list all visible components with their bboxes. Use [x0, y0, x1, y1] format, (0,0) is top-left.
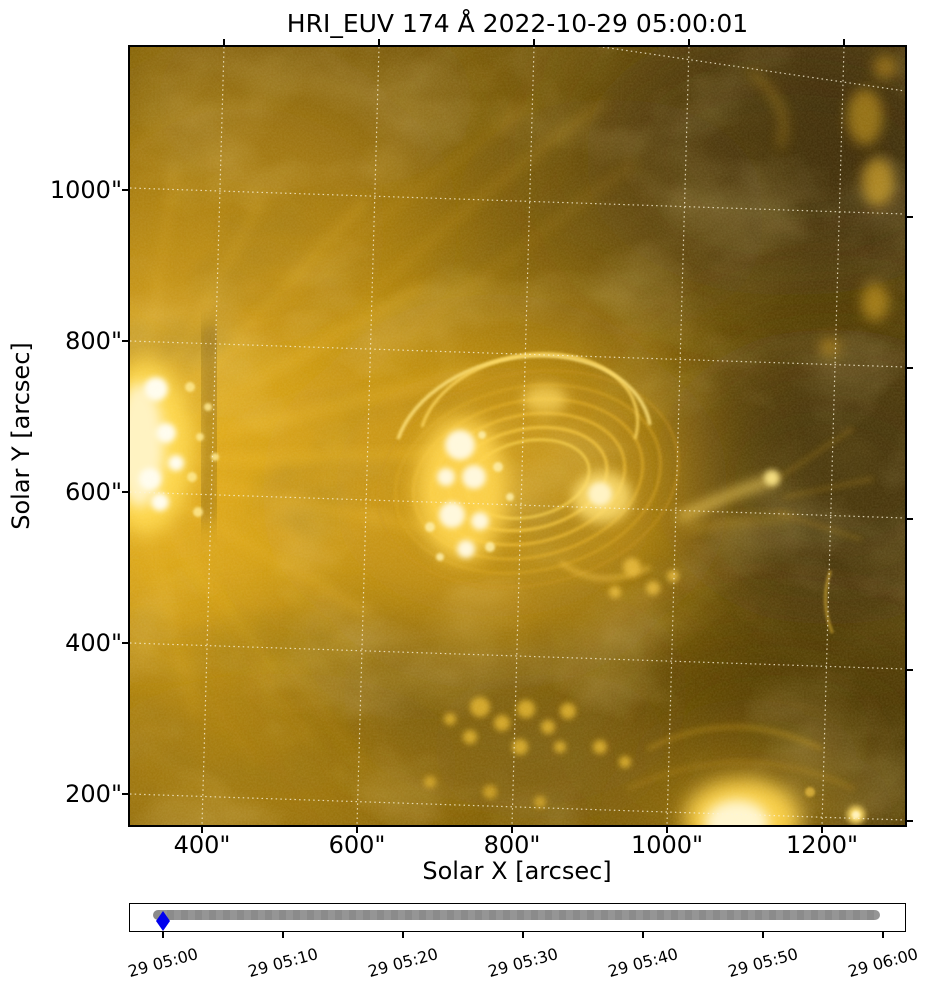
y-tick-label-1000: 1000" — [49, 176, 122, 204]
x-tick-label-600: 600" — [328, 831, 386, 859]
x-tick-mark-top — [688, 39, 690, 47]
film-grain — [130, 47, 905, 825]
y-tick-mark-right — [905, 669, 913, 671]
time-tick-mark — [402, 932, 404, 938]
x-tick-mark-top — [533, 39, 535, 47]
x-tick-label-800: 800" — [483, 831, 541, 859]
y-axis-label: Solar Y [arcsec] — [7, 342, 35, 530]
x-tick-mark — [666, 825, 668, 833]
y-tick-mark-right — [905, 518, 913, 520]
x-tick-mark — [356, 825, 358, 833]
y-tick-label-800: 800" — [65, 327, 122, 355]
time-tick-mark — [882, 932, 884, 938]
time-tick-mark — [522, 932, 524, 938]
slider-track[interactable] — [153, 910, 880, 920]
time-tick-mark — [162, 932, 164, 938]
time-tick-mark — [642, 932, 644, 938]
x-tick-mark-top — [223, 39, 225, 47]
plot-title: HRI_EUV 174 Å 2022-10-29 05:00:01 — [286, 9, 749, 38]
x-tick-mark — [821, 825, 823, 833]
time-tick-label: 29 06:00 — [845, 944, 921, 981]
time-tick-label: 29 05:20 — [365, 944, 441, 981]
y-tick-mark-right — [905, 367, 913, 369]
time-tick-label: 29 05:40 — [605, 944, 681, 981]
y-tick-mark-right — [905, 216, 913, 218]
x-tick-label-1000: 1000" — [630, 831, 704, 859]
time-tick-mark — [762, 932, 764, 938]
axes-frame — [128, 45, 907, 827]
y-tick-mark — [122, 189, 130, 191]
y-tick-label-200: 200" — [65, 780, 122, 808]
x-tick-mark-top — [843, 39, 845, 47]
solar-image — [130, 47, 905, 825]
time-marker-diamond-icon[interactable] — [156, 911, 170, 931]
time-tick-label: 29 05:30 — [485, 944, 561, 981]
y-tick-label-400: 400" — [65, 629, 122, 657]
y-tick-mark — [122, 491, 130, 493]
y-tick-mark — [122, 340, 130, 342]
x-tick-mark — [511, 825, 513, 833]
x-tick-label-1200: 1200" — [785, 831, 859, 859]
y-tick-label-600: 600" — [65, 478, 122, 506]
time-tick-label: 29 05:10 — [245, 944, 321, 981]
x-axis-label: Solar X [arcsec] — [422, 857, 612, 885]
time-tick-mark — [282, 932, 284, 938]
x-tick-mark — [201, 825, 203, 833]
y-tick-mark-right — [905, 820, 913, 822]
x-tick-label-400: 400" — [173, 831, 231, 859]
y-tick-mark — [122, 642, 130, 644]
coordinate-grid — [130, 47, 905, 825]
time-tick-label: 29 05:50 — [725, 944, 801, 981]
time-tick-label: 29 05:00 — [125, 944, 201, 981]
x-tick-mark-top — [378, 39, 380, 47]
y-tick-mark — [122, 793, 130, 795]
